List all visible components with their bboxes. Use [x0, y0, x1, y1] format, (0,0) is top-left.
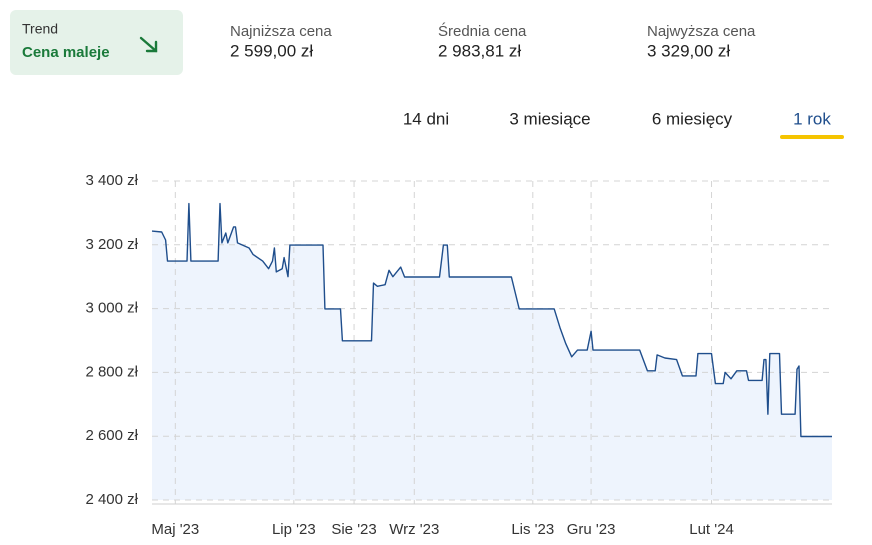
x-tick-label: Lip '23 [272, 521, 316, 538]
price-area [152, 203, 832, 500]
y-tick-label: 3 000 zł [85, 300, 138, 317]
range-tab[interactable]: 1 rok [793, 109, 831, 128]
x-tick-label: Maj '23 [151, 521, 199, 538]
trend-value: Cena maleje [22, 44, 110, 61]
stat-label: Średnia cena [438, 22, 527, 40]
stat-value: 3 329,00 zł [647, 41, 730, 60]
x-tick-label: Wrz '23 [389, 521, 439, 538]
trend-arrow [139, 36, 158, 53]
trend-label: Trend [22, 21, 58, 37]
y-tick-label: 3 400 zł [85, 172, 138, 189]
x-tick-label: Lut '24 [689, 521, 734, 538]
stat-value: 2 983,81 zł [438, 41, 521, 60]
stat-label: Najniższa cena [230, 23, 332, 40]
x-tick-label: Lis '23 [511, 521, 554, 538]
y-tick-label: 2 800 zł [85, 363, 138, 380]
range-tab[interactable]: 3 miesiące [509, 109, 590, 128]
stat-label: Najwyższa cena [647, 23, 756, 40]
y-tick-label: 3 200 zł [85, 236, 138, 253]
range-tab[interactable]: 14 dni [403, 109, 449, 128]
x-tick-label: Gru '23 [567, 521, 616, 538]
price-line [151, 202, 832, 438]
x-tick-label: Sie '23 [331, 521, 376, 538]
range-tab[interactable]: 6 miesięcy [652, 109, 733, 128]
y-tick-label: 2 400 zł [85, 491, 138, 508]
stat-value: 2 599,00 zł [230, 41, 313, 60]
y-tick-label: 2 600 zł [85, 427, 138, 444]
trend-box [10, 10, 183, 75]
